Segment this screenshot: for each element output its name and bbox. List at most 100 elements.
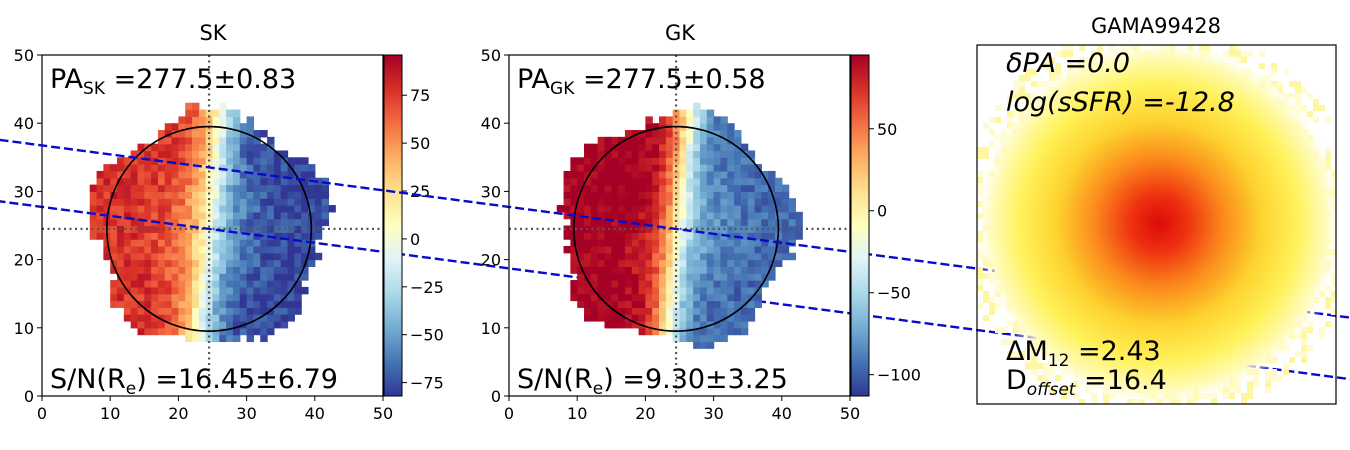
velocity-cell <box>584 307 592 315</box>
velocity-cell <box>597 225 606 233</box>
velocity-cell <box>631 286 640 295</box>
velocity-cell <box>768 266 776 274</box>
noise-pixel <box>1307 327 1313 333</box>
velocity-cell <box>185 109 193 117</box>
velocity-cell <box>151 177 159 186</box>
velocity-cell <box>280 205 289 213</box>
velocity-cell <box>659 286 667 295</box>
velocity-cell <box>686 327 694 336</box>
velocity-cell <box>137 170 145 179</box>
velocity-cell <box>788 239 797 247</box>
velocity-cell <box>178 273 186 281</box>
velocity-cell <box>781 245 790 254</box>
velocity-cell <box>584 205 592 213</box>
noise-pixel <box>1043 369 1049 375</box>
velocity-cell <box>652 136 660 145</box>
velocity-cell <box>699 341 708 349</box>
velocity-cell <box>110 286 118 295</box>
velocity-cell <box>130 314 139 322</box>
velocity-cell <box>693 273 701 281</box>
velocity-cell <box>226 314 234 322</box>
velocity-cell <box>699 191 708 199</box>
velocity-cell <box>754 280 762 288</box>
velocity-cell <box>699 109 708 117</box>
velocity-cell <box>219 130 227 138</box>
y-tick-label: 10 <box>14 319 34 338</box>
velocity-cell <box>781 184 790 192</box>
velocity-cell <box>314 211 323 220</box>
velocity-cell <box>645 191 653 199</box>
velocity-cell <box>631 177 640 186</box>
velocity-cell <box>706 164 715 172</box>
velocity-cell <box>205 143 214 152</box>
velocity-cell <box>253 198 261 206</box>
noise-pixel <box>1229 45 1235 51</box>
velocity-cell <box>631 273 640 281</box>
velocity-cell <box>590 198 599 206</box>
velocity-cell <box>123 314 132 322</box>
velocity-cell <box>110 191 118 199</box>
velocity-cell <box>768 232 776 240</box>
velocity-cell <box>679 184 687 192</box>
velocity-cell <box>260 307 268 315</box>
velocity-cell <box>226 293 234 302</box>
velocity-cell <box>226 184 234 192</box>
velocity-cell <box>198 334 207 343</box>
noise-pixel <box>1247 387 1253 393</box>
velocity-cell <box>563 184 571 192</box>
noise-pixel <box>989 309 995 315</box>
velocity-cell <box>768 273 776 281</box>
velocity-cell <box>144 211 152 220</box>
velocity-cell <box>164 300 173 308</box>
velocity-cell <box>185 239 193 247</box>
velocity-cell <box>267 239 275 247</box>
velocity-cell <box>597 191 606 199</box>
velocity-cell <box>232 320 241 329</box>
velocity-cell <box>123 252 132 261</box>
velocity-cell <box>164 252 173 261</box>
velocity-cell <box>151 314 159 322</box>
velocity-cell <box>611 218 619 227</box>
velocity-cell <box>192 116 200 124</box>
velocity-cell <box>321 191 330 199</box>
velocity-cell <box>232 109 241 117</box>
velocity-cell <box>604 184 612 192</box>
noise-pixel <box>977 153 983 159</box>
velocity-cell <box>267 280 275 288</box>
noise-pixel <box>1049 69 1055 75</box>
velocity-cell <box>652 191 660 199</box>
velocity-cell <box>267 266 275 274</box>
velocity-cell <box>260 286 268 295</box>
velocity-cell <box>747 245 756 254</box>
velocity-cell <box>307 198 316 206</box>
velocity-cell <box>273 198 282 206</box>
velocity-cell <box>287 280 295 288</box>
velocity-cell <box>720 327 728 336</box>
velocity-cell <box>219 177 227 186</box>
velocity-cell <box>267 320 275 329</box>
velocity-cell <box>144 157 152 165</box>
velocity-cell <box>645 136 653 145</box>
velocity-cell <box>631 150 640 158</box>
velocity-cell <box>157 205 166 213</box>
velocity-cell <box>171 191 179 199</box>
velocity-cell <box>103 170 111 179</box>
velocity-cell <box>246 314 255 322</box>
velocity-cell <box>590 170 599 179</box>
velocity-cell <box>734 198 742 206</box>
noise-pixel <box>1001 339 1007 345</box>
velocity-cell <box>157 177 166 186</box>
velocity-cell <box>740 280 749 288</box>
velocity-cell <box>774 211 783 220</box>
velocity-cell <box>117 157 125 165</box>
velocity-cell <box>130 300 139 308</box>
velocity-cell <box>597 211 606 220</box>
velocity-cell <box>686 109 694 117</box>
velocity-cell <box>103 191 111 199</box>
velocity-cell <box>89 211 98 220</box>
velocity-cell <box>219 259 227 268</box>
velocity-cell <box>768 177 776 186</box>
velocity-cell <box>679 293 687 302</box>
velocity-cell <box>665 293 674 302</box>
